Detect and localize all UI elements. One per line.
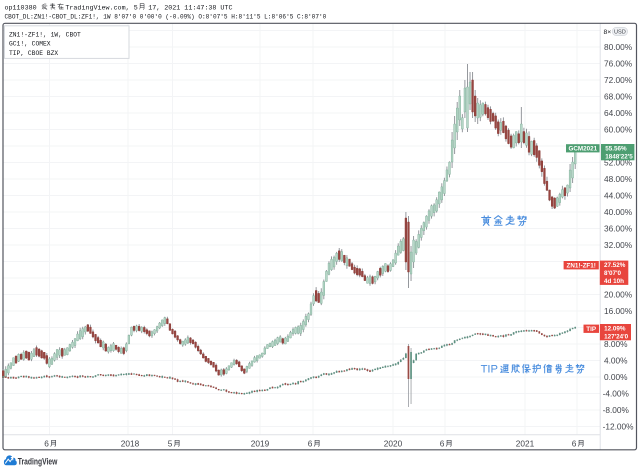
svg-text:8×: 8× [604,29,612,36]
svg-text:32.00%: 32.00% [604,240,633,250]
svg-text:27.52%: 27.52% [604,262,626,269]
svg-text:72.00%: 72.00% [604,75,633,85]
svg-text:2019: 2019 [251,439,270,449]
svg-text:5: 5 [134,4,138,12]
svg-text:20.00%: 20.00% [604,289,633,299]
svg-text:USD: USD [614,30,626,36]
svg-text:op110380: op110380 [5,4,37,12]
svg-text:2021: 2021 [516,439,535,449]
svg-text:40.00%: 40.00% [604,207,633,217]
svg-text:CBOT_DL:ZN1!-CBOT_DL:ZF1!, 1W: CBOT_DL:ZN1!-CBOT_DL:ZF1!, 1W 8'07'0 0'0… [5,14,327,21]
svg-text:ZN1!-ZF1!: ZN1!-ZF1! [567,263,596,270]
svg-text:6: 6 [572,439,577,449]
svg-text:44.00%: 44.00% [604,190,633,200]
svg-text:80.00%: 80.00% [604,42,633,52]
svg-text:0.00%: 0.00% [604,372,628,382]
svg-text:TradingView: TradingView [18,456,58,466]
svg-text:2018: 2018 [121,439,140,449]
svg-text:6: 6 [308,439,313,449]
svg-text:6: 6 [44,439,49,449]
svg-text:17, 2021 11:47:38 UTC: 17, 2021 11:47:38 UTC [148,4,232,12]
svg-text:127'24'0: 127'24'0 [604,334,629,341]
svg-text:6: 6 [440,439,445,449]
svg-text:TradingView.com,: TradingView.com, [65,4,129,12]
svg-text:4d 10h: 4d 10h [604,278,624,285]
svg-text:52.00%: 52.00% [604,157,633,167]
svg-text:2020: 2020 [384,439,403,449]
svg-text:TIP, CBOE BZX: TIP, CBOE BZX [9,50,58,57]
svg-text:5: 5 [168,439,173,449]
svg-text:-4.00%: -4.00% [603,388,630,398]
svg-text:60.00%: 60.00% [604,124,633,134]
svg-text:8'07'0: 8'07'0 [604,270,622,277]
svg-text:68.00%: 68.00% [604,91,633,101]
svg-text:-12.00%: -12.00% [603,421,635,431]
svg-text:1848'22'5: 1848'22'5 [605,154,633,161]
svg-text:48.00%: 48.00% [604,174,633,184]
svg-text:64.00%: 64.00% [604,108,633,118]
svg-text:12.09%: 12.09% [604,325,626,332]
svg-text:ZN1!-ZF1!, 1W, CBOT: ZN1!-ZF1!, 1W, CBOT [9,32,81,39]
svg-text:55.56%: 55.56% [605,145,627,152]
svg-text:TIP: TIP [481,364,498,376]
svg-text:76.00%: 76.00% [604,58,633,68]
svg-text:8.00%: 8.00% [604,339,628,349]
svg-text:36.00%: 36.00% [604,223,633,233]
svg-text:TIP: TIP [586,326,596,333]
svg-text:4.00%: 4.00% [604,355,628,365]
svg-text:16.00%: 16.00% [604,306,633,316]
svg-text:GC1!, COMEX: GC1!, COMEX [9,41,51,48]
svg-text:GCM2021: GCM2021 [568,146,597,153]
svg-text:-8.00%: -8.00% [603,405,630,415]
